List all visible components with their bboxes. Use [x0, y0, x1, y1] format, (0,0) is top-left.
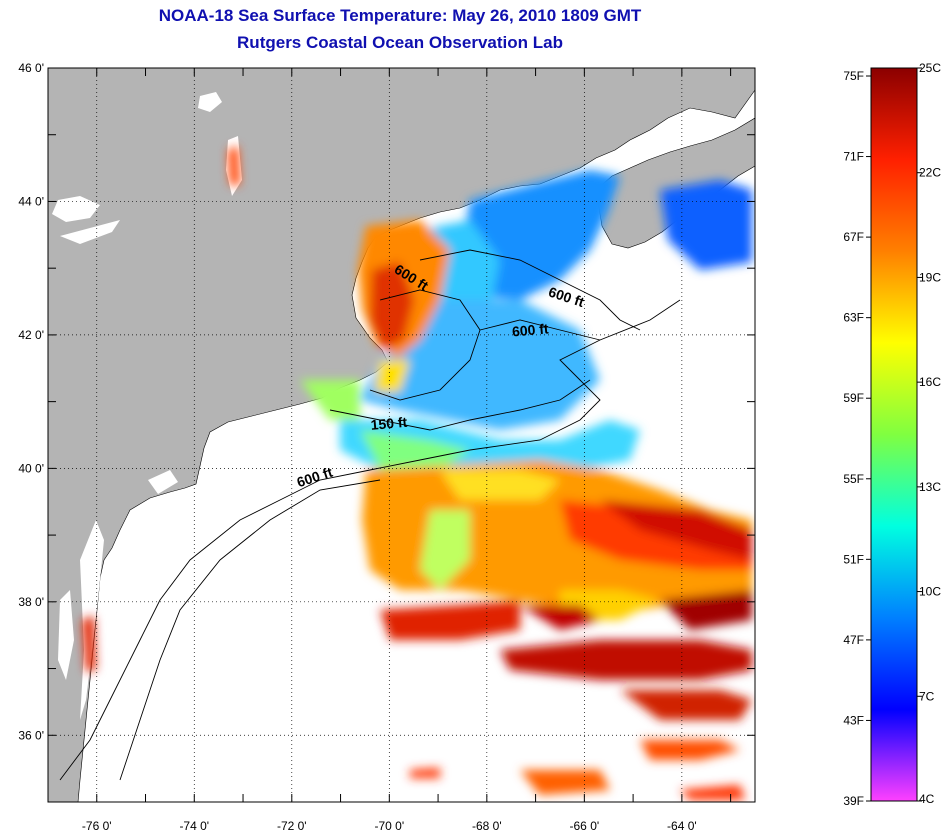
lon-tick-label: -66 0' — [570, 819, 600, 833]
colorbar-label-f: 71F — [843, 150, 864, 164]
colorbar-label-c: 13C — [919, 480, 941, 494]
colorbar-label-f: 63F — [843, 311, 864, 325]
colorbar-label-f: 67F — [843, 230, 864, 244]
contour-label: 150 ft — [370, 414, 408, 433]
colorbar-label-c: 19C — [919, 270, 941, 284]
latitude-axis: 46 0' 44 0' 42 0' 40 0' 38 0' 36 0' — [18, 61, 755, 803]
colorbar-label-f: 51F — [843, 552, 864, 566]
lon-tick-label: -64 0' — [667, 819, 697, 833]
colorbar-celsius-labels: 25C 22C 19C 16C 13C 10C 7C 4C — [917, 61, 941, 806]
lon-tick-label: -70 0' — [374, 819, 404, 833]
colorbar-label-f: 55F — [843, 472, 864, 486]
colorbar-label-c: 22C — [919, 166, 941, 180]
contour-shelf-edge — [119, 479, 381, 781]
lat-tick-label: 44 0' — [18, 194, 44, 208]
colorbar-label-f: 59F — [843, 391, 864, 405]
colorbar-label-f: 75F — [843, 69, 864, 83]
map-title: NOAA-18 Sea Surface Temperature: May 26,… — [158, 6, 642, 25]
colorbar-label-f: 39F — [843, 794, 864, 808]
lon-tick-label: -74 0' — [179, 819, 209, 833]
colorbar-label-c: 16C — [919, 375, 941, 389]
lon-tick-label: -72 0' — [277, 819, 307, 833]
contour-gulf-maine-inner — [369, 289, 481, 401]
lat-tick-label: 38 0' — [18, 595, 44, 609]
contour-600ft-south — [59, 299, 681, 781]
lat-tick-label: 36 0' — [18, 728, 44, 742]
colorbar-label-f: 47F — [843, 633, 864, 647]
contour-150ft — [329, 379, 591, 431]
longitude-axis: -76 0' -74 0' -72 0' -70 0' -68 0' -66 0' -64 … — [47, 68, 732, 833]
lat-tick-label: 42 0' — [18, 328, 44, 342]
colorbar-label-c: 10C — [919, 585, 941, 599]
colorbar-label-c: 25C — [919, 61, 941, 75]
lat-tick-label: 46 0' — [18, 61, 44, 75]
map-subtitle: Rutgers Coastal Ocean Observation Lab — [237, 33, 563, 52]
colorbar-label-c: 7C — [919, 689, 935, 703]
land-mass — [48, 68, 755, 802]
map-frame — [47, 67, 756, 803]
sst-data — [82, 146, 752, 800]
colorbar-fahrenheit-labels: 75F 71F 67F 63F 59F 55F 51F 47F 43F 39F — [843, 69, 871, 808]
lat-tick-label: 40 0' — [18, 461, 44, 475]
contour-600ft-north — [419, 249, 641, 331]
lon-tick-label: -68 0' — [472, 819, 502, 833]
lon-tick-label: -76 0' — [82, 819, 112, 833]
colorbar-label-c: 4C — [919, 792, 935, 806]
colorbar-label-f: 43F — [843, 713, 864, 727]
temperature-colorbar: 75F 71F 67F 63F 59F 55F 51F 47F 43F 39F 25C 22C 19C… — [843, 61, 941, 808]
contour-label: 600 ft — [511, 320, 549, 339]
bathymetry-contours — [59, 249, 681, 781]
colorbar-gradient — [870, 67, 918, 802]
